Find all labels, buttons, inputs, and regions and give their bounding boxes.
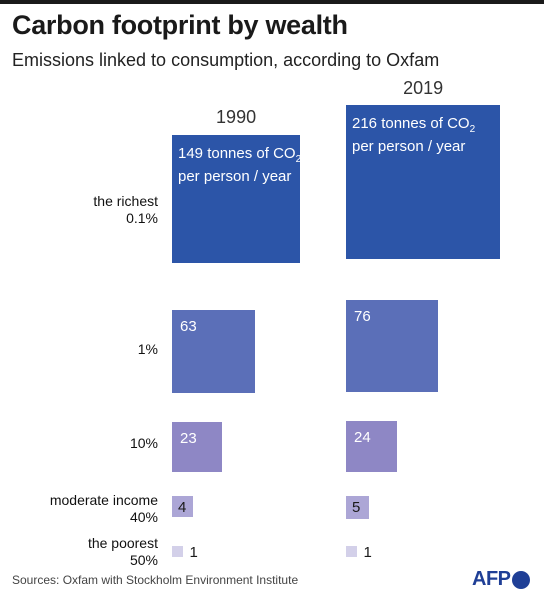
chart-title: Carbon footprint by wealth [12,10,348,40]
row-label-2: 10% [129,435,158,451]
year-label-2019: 2019 [403,78,444,98]
year-label-1990: 1990 [216,107,257,127]
value-label-1990-3: 4 [178,499,187,516]
value-label-2019-2: 24 [354,429,371,446]
bar-2019-1 [346,300,438,392]
row-label-3: moderate income 40% [49,492,158,525]
value-label-2019-4: 1 [363,544,372,561]
bar-2019-2 [346,421,398,473]
bar-1990-4 [172,546,183,557]
bar-1990-0 [172,135,301,264]
top-rule [0,0,544,4]
bar-1990-3 [172,496,193,517]
afp-logo-dot [512,571,530,589]
value-label-1990-4: 1 [189,544,198,561]
afp-logo: AFP [472,568,511,590]
chart-subtitle: Emissions linked to consumption, accordi… [12,50,440,70]
row-label-1: 1% [137,341,158,357]
bar-1990-1 [172,310,256,394]
value-label-2019-1: 76 [354,308,371,325]
row-label-4: the poorest 50% [87,535,158,568]
source-note: Sources: Oxfam with Stockholm Environmen… [12,573,299,587]
row-label-0: the richest 0.1% [93,193,158,226]
value-label-1990-2: 23 [180,430,197,447]
value-label-1990-0: 149 tonnes of CO2 per person / year [178,145,302,185]
value-label-2019-3: 5 [352,499,361,516]
value-label-2019-0: 216 tonnes of CO2 per person / year [352,115,476,155]
bar-2019-0 [346,105,501,260]
value-label-1990-1: 63 [180,318,197,335]
bar-2019-4 [346,546,357,557]
bar-1990-2 [172,422,223,473]
bar-2019-3 [346,496,370,520]
